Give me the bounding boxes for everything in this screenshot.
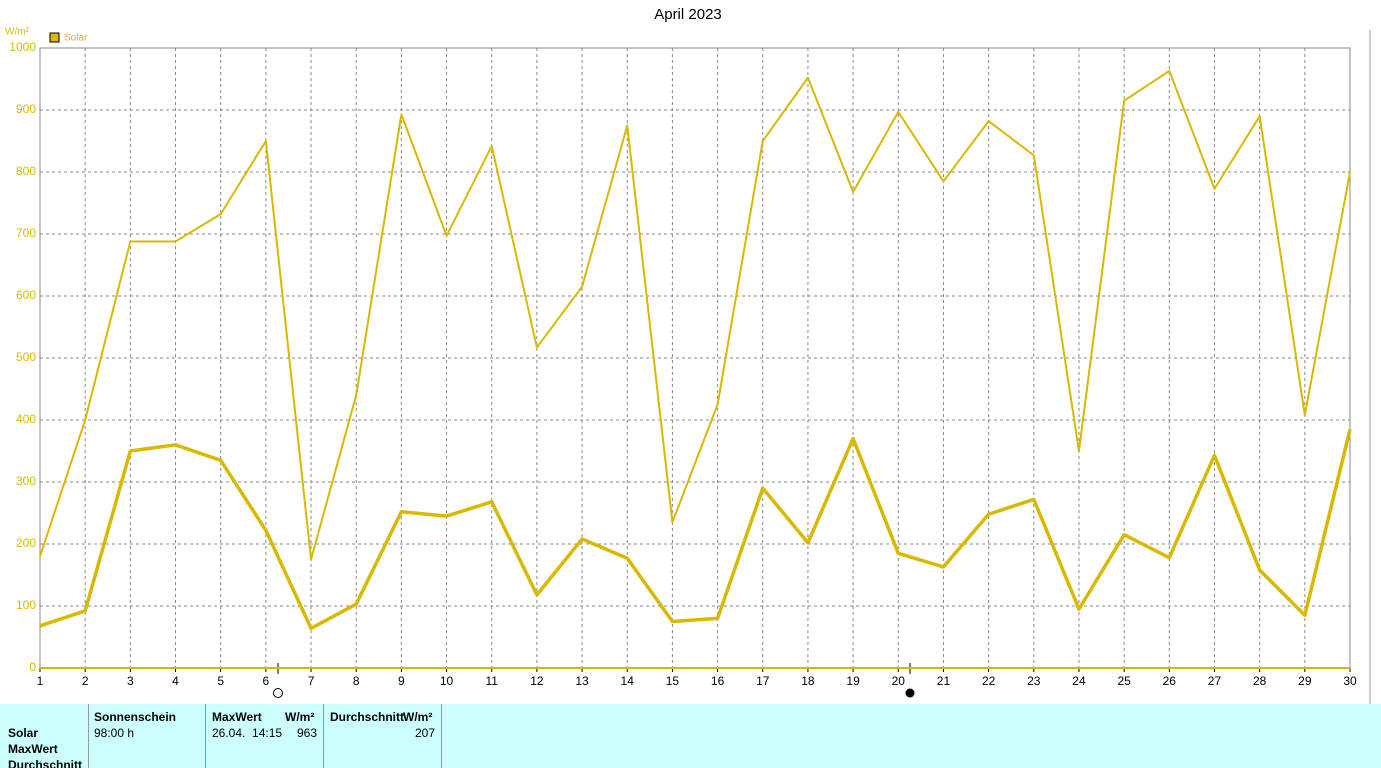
column-separator: [205, 704, 206, 768]
x-tick-label: 1: [37, 674, 44, 688]
x-tick-label: 12: [530, 674, 544, 688]
y-tick-label: 400: [16, 412, 36, 426]
y-tick-label: 200: [16, 536, 36, 550]
y-tick-label: 700: [16, 226, 36, 240]
header: Sonnenschein: [94, 710, 177, 724]
y-tick-label: 900: [16, 102, 36, 116]
x-tick-label: 18: [801, 674, 815, 688]
y-tick-label: 0: [29, 660, 36, 674]
cell: 963: [296, 726, 317, 740]
x-tick-label: 13: [575, 674, 589, 688]
x-tick-label: 16: [711, 674, 725, 688]
x-tick-label: 14: [621, 674, 635, 688]
x-tick-label: 25: [1117, 674, 1131, 688]
x-tick-label: 8: [353, 674, 360, 688]
x-tick-label: 20: [892, 674, 906, 688]
header: W/m²: [285, 710, 315, 724]
row-label: Durchschnitt: [8, 758, 83, 768]
y-tick-label: 1000: [9, 40, 36, 54]
x-tick-label: 30: [1343, 674, 1357, 688]
header: W/m²: [403, 710, 433, 724]
column-separator: [323, 704, 324, 768]
y-tick-label: 300: [16, 474, 36, 488]
legend-label: Solar: [64, 33, 88, 44]
y-tick-label: 100: [16, 598, 36, 612]
data-line: [39, 69, 1351, 561]
x-tick-label: 15: [666, 674, 680, 688]
new-moon-icon: [905, 688, 915, 698]
x-tick-label: 6: [263, 674, 270, 688]
row-label: MaxWert: [8, 742, 58, 756]
x-tick-label: 27: [1208, 674, 1222, 688]
x-tick-label: 5: [217, 674, 224, 688]
x-tick-label: 21: [937, 674, 951, 688]
header: MaxWert: [212, 710, 262, 724]
x-tick-label: 10: [440, 674, 454, 688]
y-tick-label: 600: [16, 288, 36, 302]
legend-swatch: [49, 32, 60, 43]
full-moon-icon: [273, 688, 283, 698]
cell: 207: [414, 726, 435, 740]
x-tick-label: 2: [82, 674, 89, 688]
x-tick-label: 9: [398, 674, 405, 688]
row-label: Solar: [8, 726, 39, 740]
summary-table: Sonnenschein MaxWert W/m² Durchschnitt W…: [0, 704, 1381, 768]
x-tick-label: 11: [485, 674, 498, 688]
y-tick-label: 500: [16, 350, 36, 364]
data-line: [39, 428, 1352, 631]
x-tick-label: 28: [1253, 674, 1267, 688]
y-axis-label: W/m²: [5, 27, 30, 38]
y-tick-label: 800: [16, 164, 36, 178]
column-separator: [441, 704, 442, 768]
x-tick-label: 17: [756, 674, 770, 688]
cell: 26.04. 14:15: [212, 726, 283, 740]
cell: 98:00 h: [94, 726, 135, 740]
x-tick-label: 23: [1027, 674, 1041, 688]
x-tick-label: 3: [127, 674, 134, 688]
chart-title: April 2023: [654, 6, 722, 23]
header: Durchschnitt: [330, 710, 405, 724]
x-tick-label: 22: [982, 674, 996, 688]
x-tick-label: 7: [308, 674, 315, 688]
x-tick-label: 29: [1298, 674, 1312, 688]
column-separator: [88, 704, 89, 768]
x-tick-label: 4: [172, 674, 179, 688]
chart: April 2023 W/m² 0 100 200 300 400 500 600 700 80…: [5, 6, 1371, 704]
x-tick-label: 26: [1163, 674, 1177, 688]
x-tick-label: 24: [1072, 674, 1086, 688]
x-tick-label: 19: [846, 674, 860, 688]
